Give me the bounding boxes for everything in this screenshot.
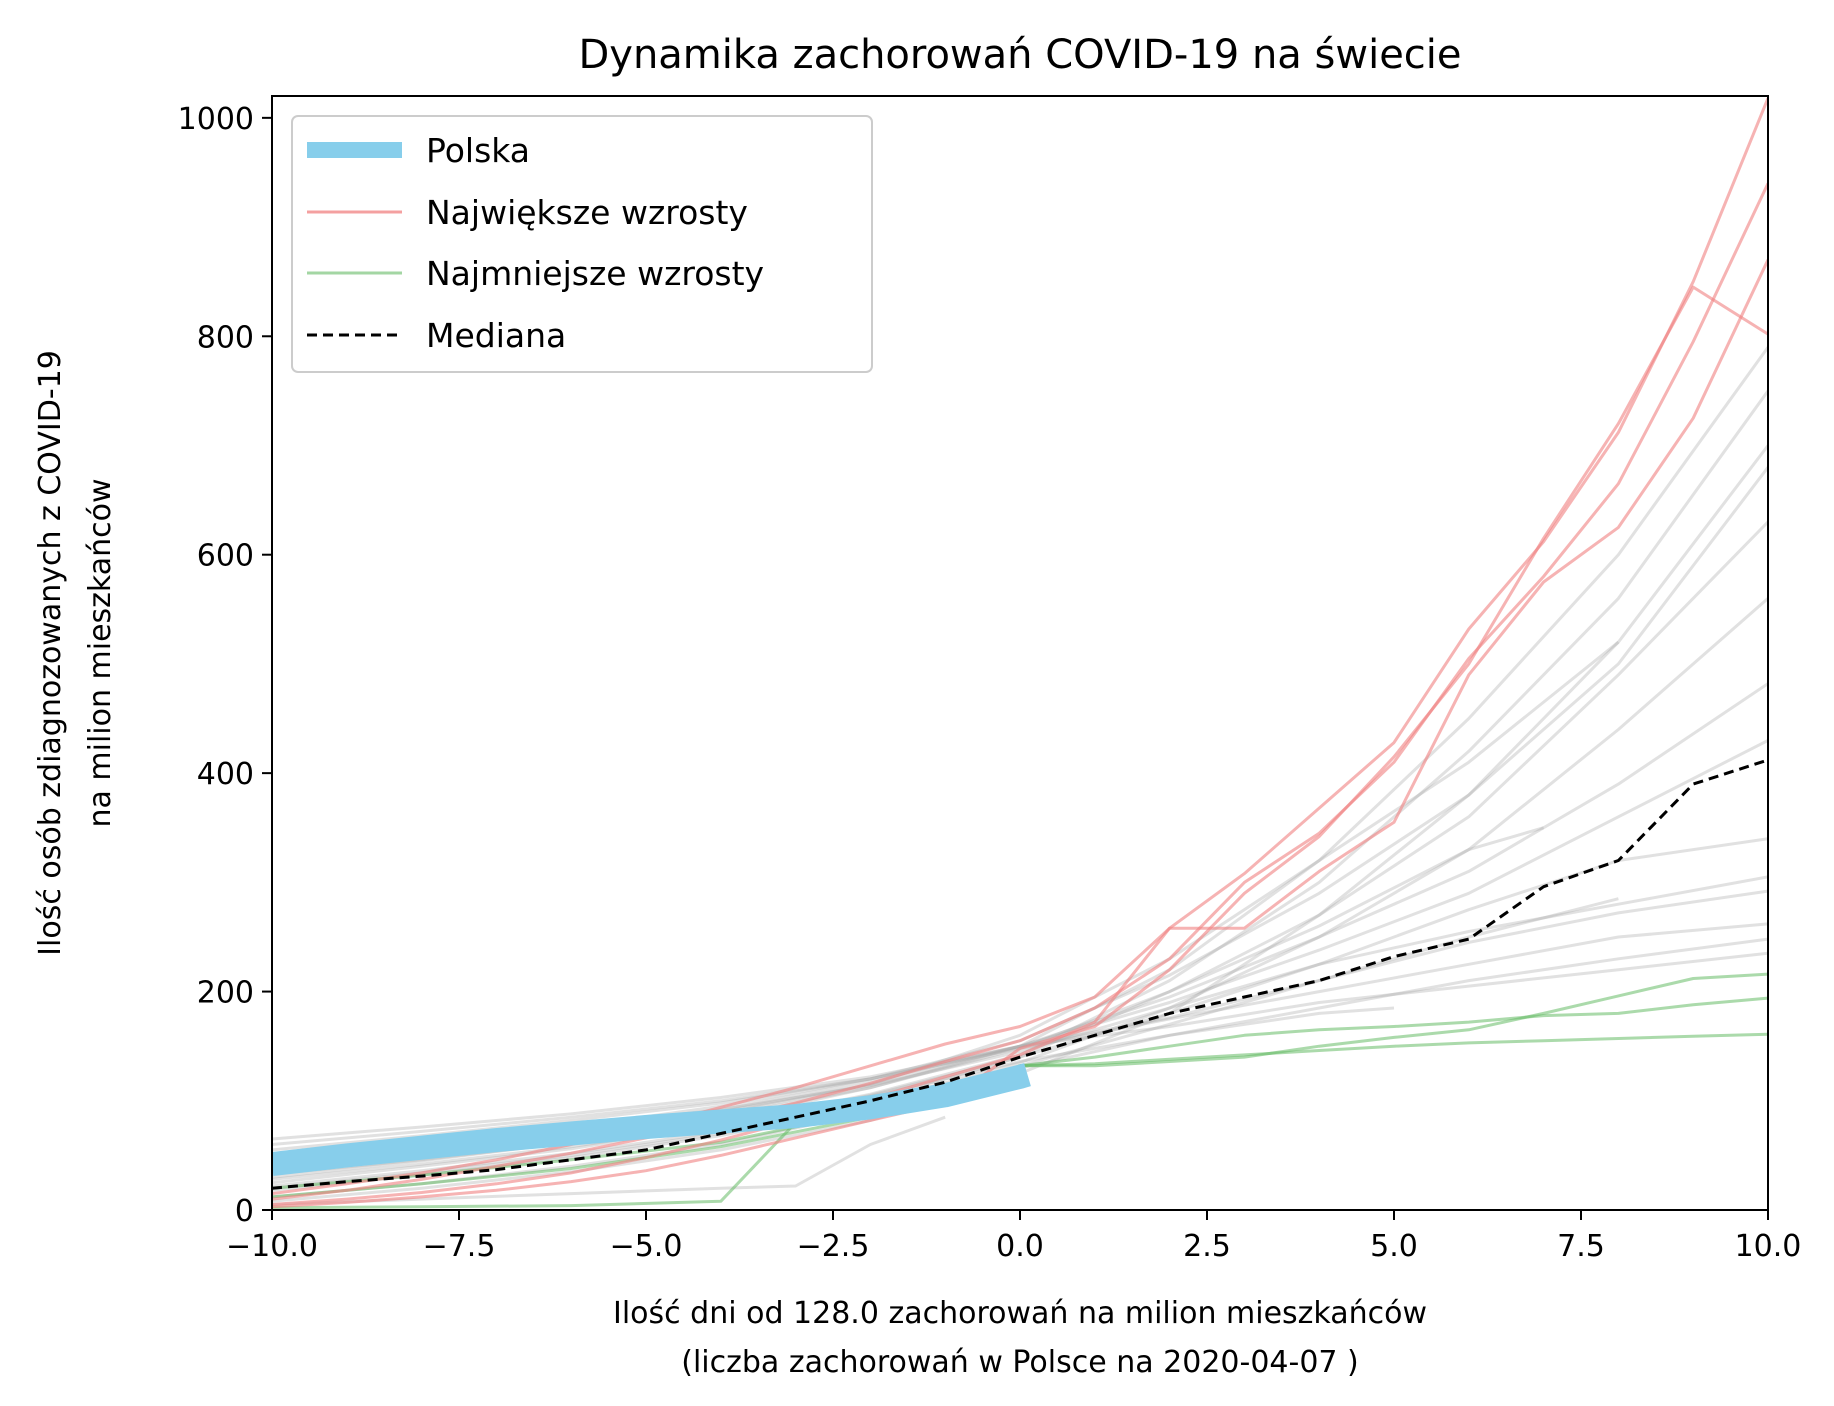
series-line-top-3 [272,182,1768,1201]
series-line-top-5 [272,285,1768,1209]
x-tick-label: 5.0 [1370,1229,1418,1264]
chart-title: Dynamika zachorowań COVID-19 na świecie [578,32,1461,78]
legend-label-mediana: Mediana [426,316,566,355]
legend-frame [291,115,873,373]
series-line-other-24 [272,826,1545,1188]
y-tick-label: 1000 [178,102,254,137]
y-tick-label: 400 [197,757,254,792]
x-axis-label-line2: (liczba zachorowań w Polsce na 2020-04-0… [681,1345,1359,1380]
y-tick-label: 200 [197,976,254,1011]
series-line-other-13 [272,597,1768,1190]
series-line-other-21 [272,951,1768,1141]
y-axis-label-line1: Ilość osób zdiagnozowanych z COVID-19 [33,350,68,956]
series-layer [272,97,1768,1210]
x-axis-ticks: −10.0 −7.5 −5.0 −2.5 0.0 2.5 5.0 7.5 10.0 [226,1210,1801,1264]
series-line-bottom-6 [272,972,1768,1210]
series-line-other-26 [272,1115,946,1206]
x-tick-label: −5.0 [610,1229,683,1264]
x-tick-label: −7.5 [423,1229,496,1264]
x-tick-label: −2.5 [797,1229,870,1264]
y-tick-label: 800 [197,320,254,355]
y-axis-ticks: 0 200 400 600 800 1000 [178,102,272,1229]
y-tick-label: 0 [235,1194,254,1229]
y-axis-label-line2: na milion mieszkańców [83,478,118,827]
x-tick-label: 7.5 [1557,1229,1605,1264]
legend-label-polska: Polska [426,131,530,170]
legend-label-najmniejsze: Najmniejsze wzrosty [426,254,764,293]
series-line-top-2 [272,97,1768,1206]
y-tick-label: 600 [197,539,254,574]
series-line-other-14 [272,682,1768,1168]
x-tick-label: 2.5 [1183,1229,1231,1264]
x-tick-label: −10.0 [226,1229,318,1264]
series-line-bottom-7 [272,996,1768,1199]
series-line-other-15 [272,739,1768,1152]
series-line-poland-0 [272,1063,1032,1177]
legend-label-najwieksze: Największe wzrosty [426,193,748,232]
legend: Polska Największe wzrosty Najmniejsze wz… [291,115,873,373]
x-axis-label-line1: Ilość dni od 128.0 zachorowań na milion … [613,1296,1427,1331]
x-tick-label: 0.0 [996,1229,1044,1264]
series-line-median-1 [272,758,1768,1190]
series-line-top-4 [272,259,1768,1196]
x-tick-label: 10.0 [1735,1229,1802,1264]
series-line-bottom-8 [272,1032,1768,1190]
